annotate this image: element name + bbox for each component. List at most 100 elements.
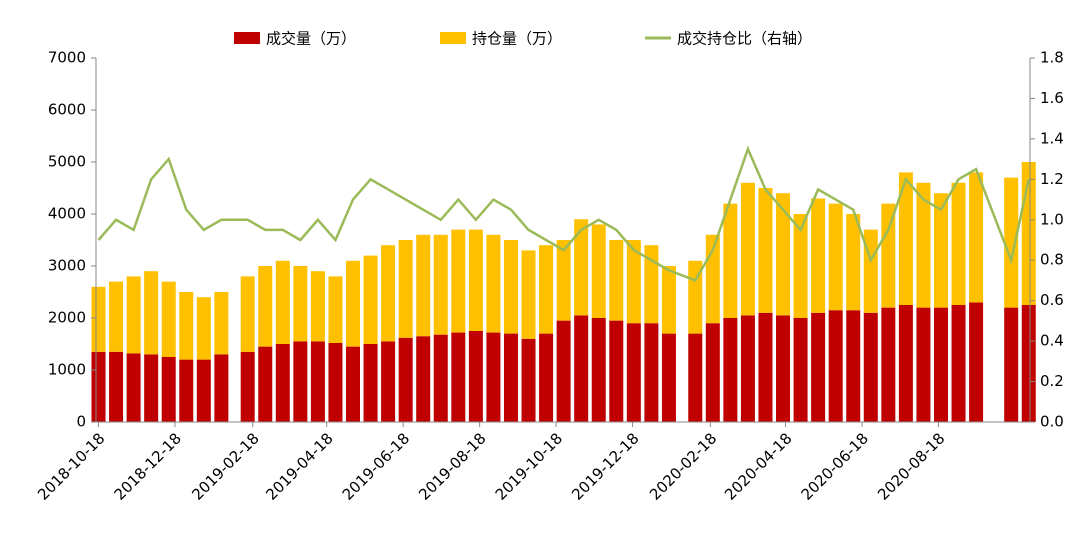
bar [951, 182, 966, 305]
bar [705, 323, 720, 422]
y-tick-label: 7000 [48, 49, 86, 67]
bar [881, 307, 896, 422]
bar [346, 346, 361, 422]
bar [644, 245, 659, 324]
y2-tick-label: 0.0 [1040, 413, 1064, 431]
bar [363, 344, 378, 422]
bar [144, 271, 159, 355]
bar [916, 182, 931, 308]
bar [556, 320, 571, 422]
y2-tick-label: 1.6 [1040, 89, 1064, 107]
bar [644, 323, 659, 422]
bar [574, 219, 589, 316]
bar [863, 229, 878, 313]
bar [126, 276, 141, 354]
bar [468, 229, 483, 331]
bar [179, 292, 194, 360]
bar [363, 255, 378, 344]
bar [196, 297, 211, 360]
legend-label: 成交量（万） [266, 30, 356, 48]
y2-tick-label: 0.6 [1040, 291, 1064, 309]
bar [969, 302, 984, 422]
bar [196, 359, 211, 422]
bar [416, 336, 431, 422]
x-tick-label: 2019-04-18 [262, 429, 336, 503]
bar [398, 337, 413, 422]
bar [416, 234, 431, 337]
bar [811, 198, 826, 313]
bar [109, 281, 124, 352]
bar [881, 203, 896, 308]
y-tick-label: 5000 [48, 153, 86, 171]
bar [574, 315, 589, 422]
bar [433, 334, 448, 422]
bar [916, 307, 931, 422]
bar [609, 240, 624, 321]
bar [433, 234, 448, 335]
bar [521, 338, 536, 422]
bar [451, 229, 466, 333]
bar [626, 240, 641, 324]
bar [275, 260, 290, 344]
y2-tick-label: 1.2 [1040, 170, 1064, 188]
y2-tick-label: 1.8 [1040, 49, 1064, 67]
bar [503, 333, 518, 422]
bar [539, 333, 554, 422]
bar [240, 276, 255, 352]
bar [1021, 305, 1036, 422]
bar [328, 276, 343, 343]
bar [214, 354, 229, 422]
x-tick-label: 2020-06-18 [798, 429, 872, 503]
bar [626, 323, 641, 422]
bar [214, 292, 229, 355]
bar [293, 266, 308, 342]
bar [521, 250, 536, 339]
bar [828, 203, 843, 311]
bar [179, 359, 194, 422]
bar [846, 310, 861, 422]
bar [723, 203, 738, 318]
bar [1004, 177, 1019, 308]
x-tick-label: 2020-02-18 [646, 429, 720, 503]
bar [275, 344, 290, 422]
legend-swatch [234, 32, 260, 44]
legend-label: 持仓量（万） [472, 30, 562, 48]
bar [933, 307, 948, 422]
bar [793, 318, 808, 422]
y2-tick-label: 0.2 [1040, 372, 1064, 390]
bar [258, 346, 273, 422]
bar [240, 351, 255, 422]
bar [91, 351, 106, 422]
bar [898, 305, 913, 422]
y2-tick-label: 0.4 [1040, 332, 1064, 350]
x-tick-label: 2019-02-18 [188, 429, 262, 503]
y2-tick-label: 0.8 [1040, 251, 1064, 269]
bar [661, 333, 676, 422]
x-tick-label: 2020-04-18 [721, 429, 795, 503]
bar [951, 305, 966, 422]
x-tick-label: 2018-10-18 [34, 429, 108, 503]
bar [486, 332, 501, 422]
x-tick-label: 2019-06-18 [339, 429, 413, 503]
bar [503, 240, 518, 334]
bar [661, 266, 676, 334]
x-tick-label: 2019-12-18 [568, 429, 642, 503]
legend-label: 成交持仓比（右轴） [677, 30, 812, 48]
bar [91, 286, 106, 352]
bar [346, 260, 361, 347]
bar [933, 193, 948, 308]
bar [310, 341, 325, 422]
bar [161, 281, 176, 357]
y2-tick-label: 1.4 [1040, 129, 1064, 147]
bar [776, 193, 791, 316]
bar [723, 318, 738, 422]
bar [451, 332, 466, 422]
bar [486, 234, 501, 333]
bar [468, 331, 483, 422]
bar [969, 172, 984, 303]
bar [109, 351, 124, 422]
bar [863, 312, 878, 422]
x-tick-label: 2020-08-18 [874, 429, 948, 503]
bar [161, 357, 176, 422]
